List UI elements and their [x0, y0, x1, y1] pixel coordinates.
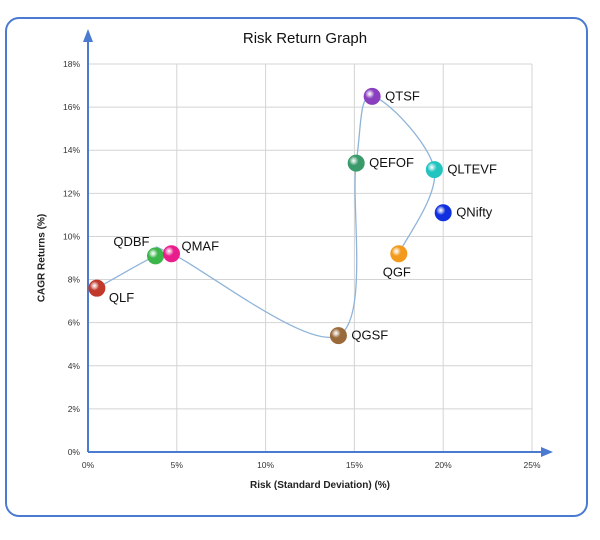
data-point-qgsf	[329, 327, 347, 345]
data-label-qdbf: QDBF	[113, 234, 149, 249]
x-tick-label: 5%	[171, 460, 184, 470]
data-label-qnifty: QNifty	[456, 205, 493, 220]
data-point-qtsf	[363, 87, 381, 105]
x-tick-label: 0%	[82, 460, 95, 470]
x-tick-label: 25%	[523, 460, 540, 470]
data-point-qltevf	[425, 161, 443, 179]
y-tick-label: 14%	[63, 145, 80, 155]
y-tick-label: 16%	[63, 102, 80, 112]
y-tick-label: 10%	[63, 231, 80, 241]
y-tick-label: 0%	[68, 447, 81, 457]
data-point-qgf	[390, 245, 408, 263]
y-tick-label: 6%	[68, 318, 81, 328]
data-label-qtsf: QTSF	[385, 88, 420, 103]
data-point-qmaf	[162, 245, 180, 263]
chart-frame	[5, 17, 588, 517]
data-point-qnifty	[434, 204, 452, 222]
x-tick-label: 20%	[435, 460, 452, 470]
y-axis-arrow	[83, 29, 93, 42]
y-tick-label: 18%	[63, 59, 80, 69]
data-label-qmaf: QMAF	[181, 239, 219, 254]
x-tick-label: 15%	[346, 460, 363, 470]
x-axis-title: Risk (Standard Deviation) (%)	[249, 480, 391, 491]
y-tick-label: 2%	[68, 404, 81, 414]
y-tick-label: 4%	[68, 361, 81, 371]
chart-title: Risk Return Graph	[242, 30, 368, 47]
x-tick-label: 10%	[257, 460, 274, 470]
data-label-qgf: QGF	[383, 265, 411, 280]
data-point-qefof	[347, 154, 365, 172]
x-axis-arrow	[541, 447, 553, 457]
data-point-qdbf	[146, 247, 164, 265]
data-label-qltevf: QLTEVF	[447, 162, 497, 177]
y-tick-label: 12%	[63, 188, 80, 198]
data-label-qlf: QLF	[109, 290, 134, 305]
data-point-qlf	[88, 279, 106, 297]
data-label-qefof: QEFOF	[369, 155, 414, 170]
y-tick-label: 8%	[68, 275, 81, 285]
data-label-qgsf: QGSF	[351, 328, 388, 343]
